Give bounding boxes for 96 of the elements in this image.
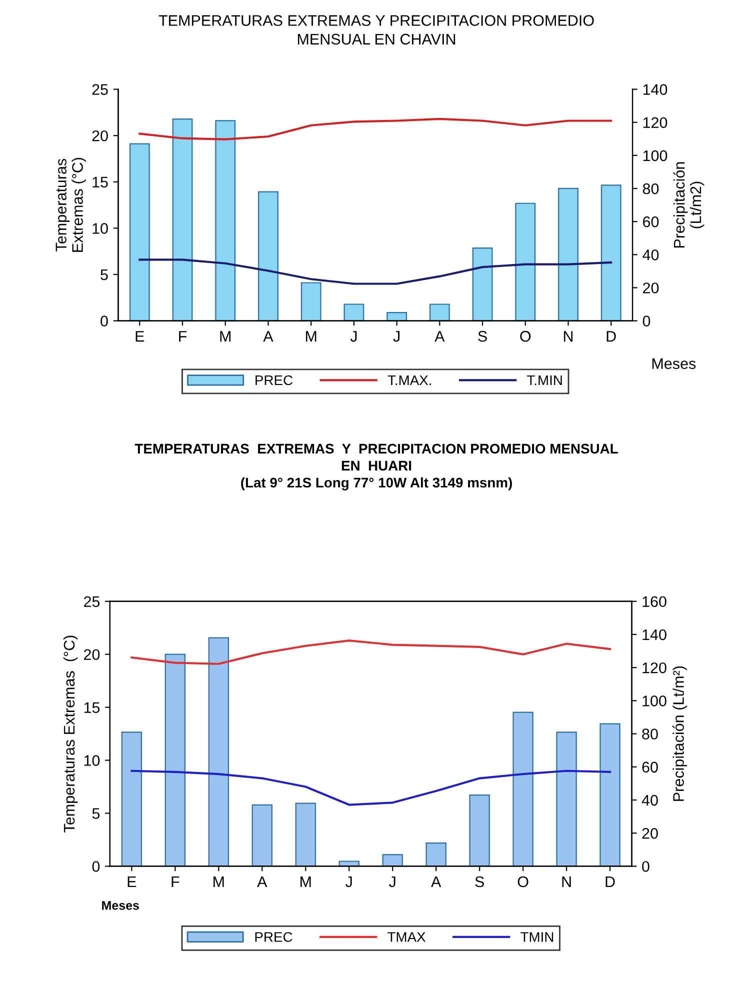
legend-label: PREC	[255, 932, 292, 942]
y2-tick-label: 80	[642, 183, 659, 194]
bar	[121, 732, 142, 866]
bar	[600, 723, 620, 866]
bar	[295, 802, 316, 866]
line-series	[130, 770, 612, 806]
x-axis-title: Meses	[652, 358, 696, 370]
bar	[515, 202, 536, 321]
y2-tick-label: 120	[642, 662, 666, 674]
x-tick-label: M	[214, 876, 224, 888]
y2-axis-title: Precipitación (Lt/m²)	[672, 666, 687, 801]
x-tick-label: J	[346, 876, 352, 888]
chart-title: TEMPERATURAS EXTREMAS Y PRECIPITACION PROMEDIO MENSUAL EN CHAVIN	[158, 15, 594, 45]
legend-label: T.MIN	[527, 375, 562, 386]
x-tick-label: F	[179, 331, 187, 342]
y2-tick-label: 0	[642, 861, 650, 872]
bar	[172, 118, 193, 321]
x-tick-label: A	[431, 876, 442, 888]
y-tick-label: 15	[92, 176, 108, 188]
y2-tick-label: 20	[643, 282, 659, 294]
y2-tick-label: 100	[643, 150, 668, 162]
y2-tick-label: 160	[642, 596, 666, 608]
chart-title: TEMPERATURAS EXTREMAS Y PRECIPITACION PROMEDIO MENSUAL EN HUARI	[134, 444, 618, 471]
x-axis-title: Meses	[102, 901, 139, 910]
y-tick-label: 5	[100, 270, 108, 280]
bar	[300, 282, 322, 321]
y2-tick-label: 40	[642, 794, 658, 806]
y2-tick-label: 60	[643, 216, 659, 228]
bar	[386, 312, 407, 321]
legend-label: PREC	[256, 375, 293, 386]
bar	[252, 804, 272, 866]
bar	[164, 654, 186, 866]
y2-tick-label: 60	[642, 762, 658, 773]
y-tick-label: 20	[84, 649, 100, 660]
y2-tick-label: 0	[642, 316, 650, 326]
y-tick-label: 25	[92, 84, 108, 95]
y-tick-label: 10	[92, 223, 108, 234]
x-tick-label: A	[257, 876, 268, 888]
bar	[258, 191, 278, 321]
x-tick-label: E	[128, 876, 136, 888]
y-tick-label: 5	[92, 808, 100, 819]
x-tick-label: O	[518, 876, 528, 888]
x-tick-label: J	[393, 331, 400, 342]
bar	[469, 794, 490, 866]
x-tick-label: S	[478, 330, 487, 342]
y2-tick-label: 140	[643, 84, 668, 95]
bar	[472, 247, 493, 321]
y2-axis-title: Precipitación (Lt/m2)	[673, 162, 704, 248]
y-tick-label: 15	[84, 702, 100, 713]
bar	[338, 860, 360, 866]
x-tick-label: N	[564, 331, 573, 342]
x-tick-label: O	[520, 330, 531, 342]
y2-tick-label: 40	[642, 250, 659, 260]
bar	[382, 854, 403, 866]
bar	[215, 120, 236, 321]
bar	[556, 732, 577, 866]
x-tick-label: F	[172, 876, 180, 888]
y2-tick-label: 100	[642, 696, 666, 706]
x-tick-label: D	[606, 331, 616, 342]
line-series	[138, 258, 612, 285]
x-tick-label: A	[434, 331, 445, 342]
x-tick-label: A	[263, 331, 274, 342]
y-axis-title: Temperaturas Extremas (°C)	[63, 636, 78, 832]
y2-tick-label: 140	[642, 629, 666, 640]
x-tick-label: J	[389, 876, 396, 888]
bar	[558, 188, 578, 321]
x-tick-label: N	[562, 876, 571, 888]
y-tick-label: 0	[92, 861, 100, 872]
x-tick-label: D	[606, 876, 615, 888]
legend-label: TMAX	[388, 932, 426, 942]
x-tick-label: J	[350, 331, 357, 342]
x-tick-label: S	[475, 876, 484, 888]
y2-tick-label: 20	[642, 828, 658, 839]
y-tick-label: 10	[84, 755, 100, 766]
x-tick-label: E	[136, 331, 144, 342]
bar	[512, 712, 534, 866]
bar	[129, 143, 150, 321]
legend-label: T.MAX.	[388, 375, 431, 386]
y-tick-label: 20	[92, 130, 108, 142]
y2-tick-label: 120	[643, 117, 668, 128]
bar	[426, 842, 446, 866]
bar	[600, 184, 622, 321]
bar	[208, 637, 229, 866]
line-series	[130, 640, 612, 665]
x-tick-label: M	[306, 331, 316, 342]
bar	[344, 304, 364, 321]
y-tick-label: 0	[100, 316, 108, 326]
x-tick-label: M	[220, 331, 230, 342]
x-tick-label: M	[300, 876, 311, 888]
chart-subtitle: (Lat 9° 21S Long 77° 10W Alt 3149 msnm)	[241, 477, 512, 490]
legend-label: TMIN	[520, 932, 554, 942]
y-axis-title: Temperaturas Extremas (°C)	[56, 158, 86, 252]
y2-tick-label: 80	[642, 728, 658, 740]
line-series	[138, 118, 612, 140]
bar	[429, 304, 450, 321]
y-tick-label: 25	[84, 596, 100, 608]
